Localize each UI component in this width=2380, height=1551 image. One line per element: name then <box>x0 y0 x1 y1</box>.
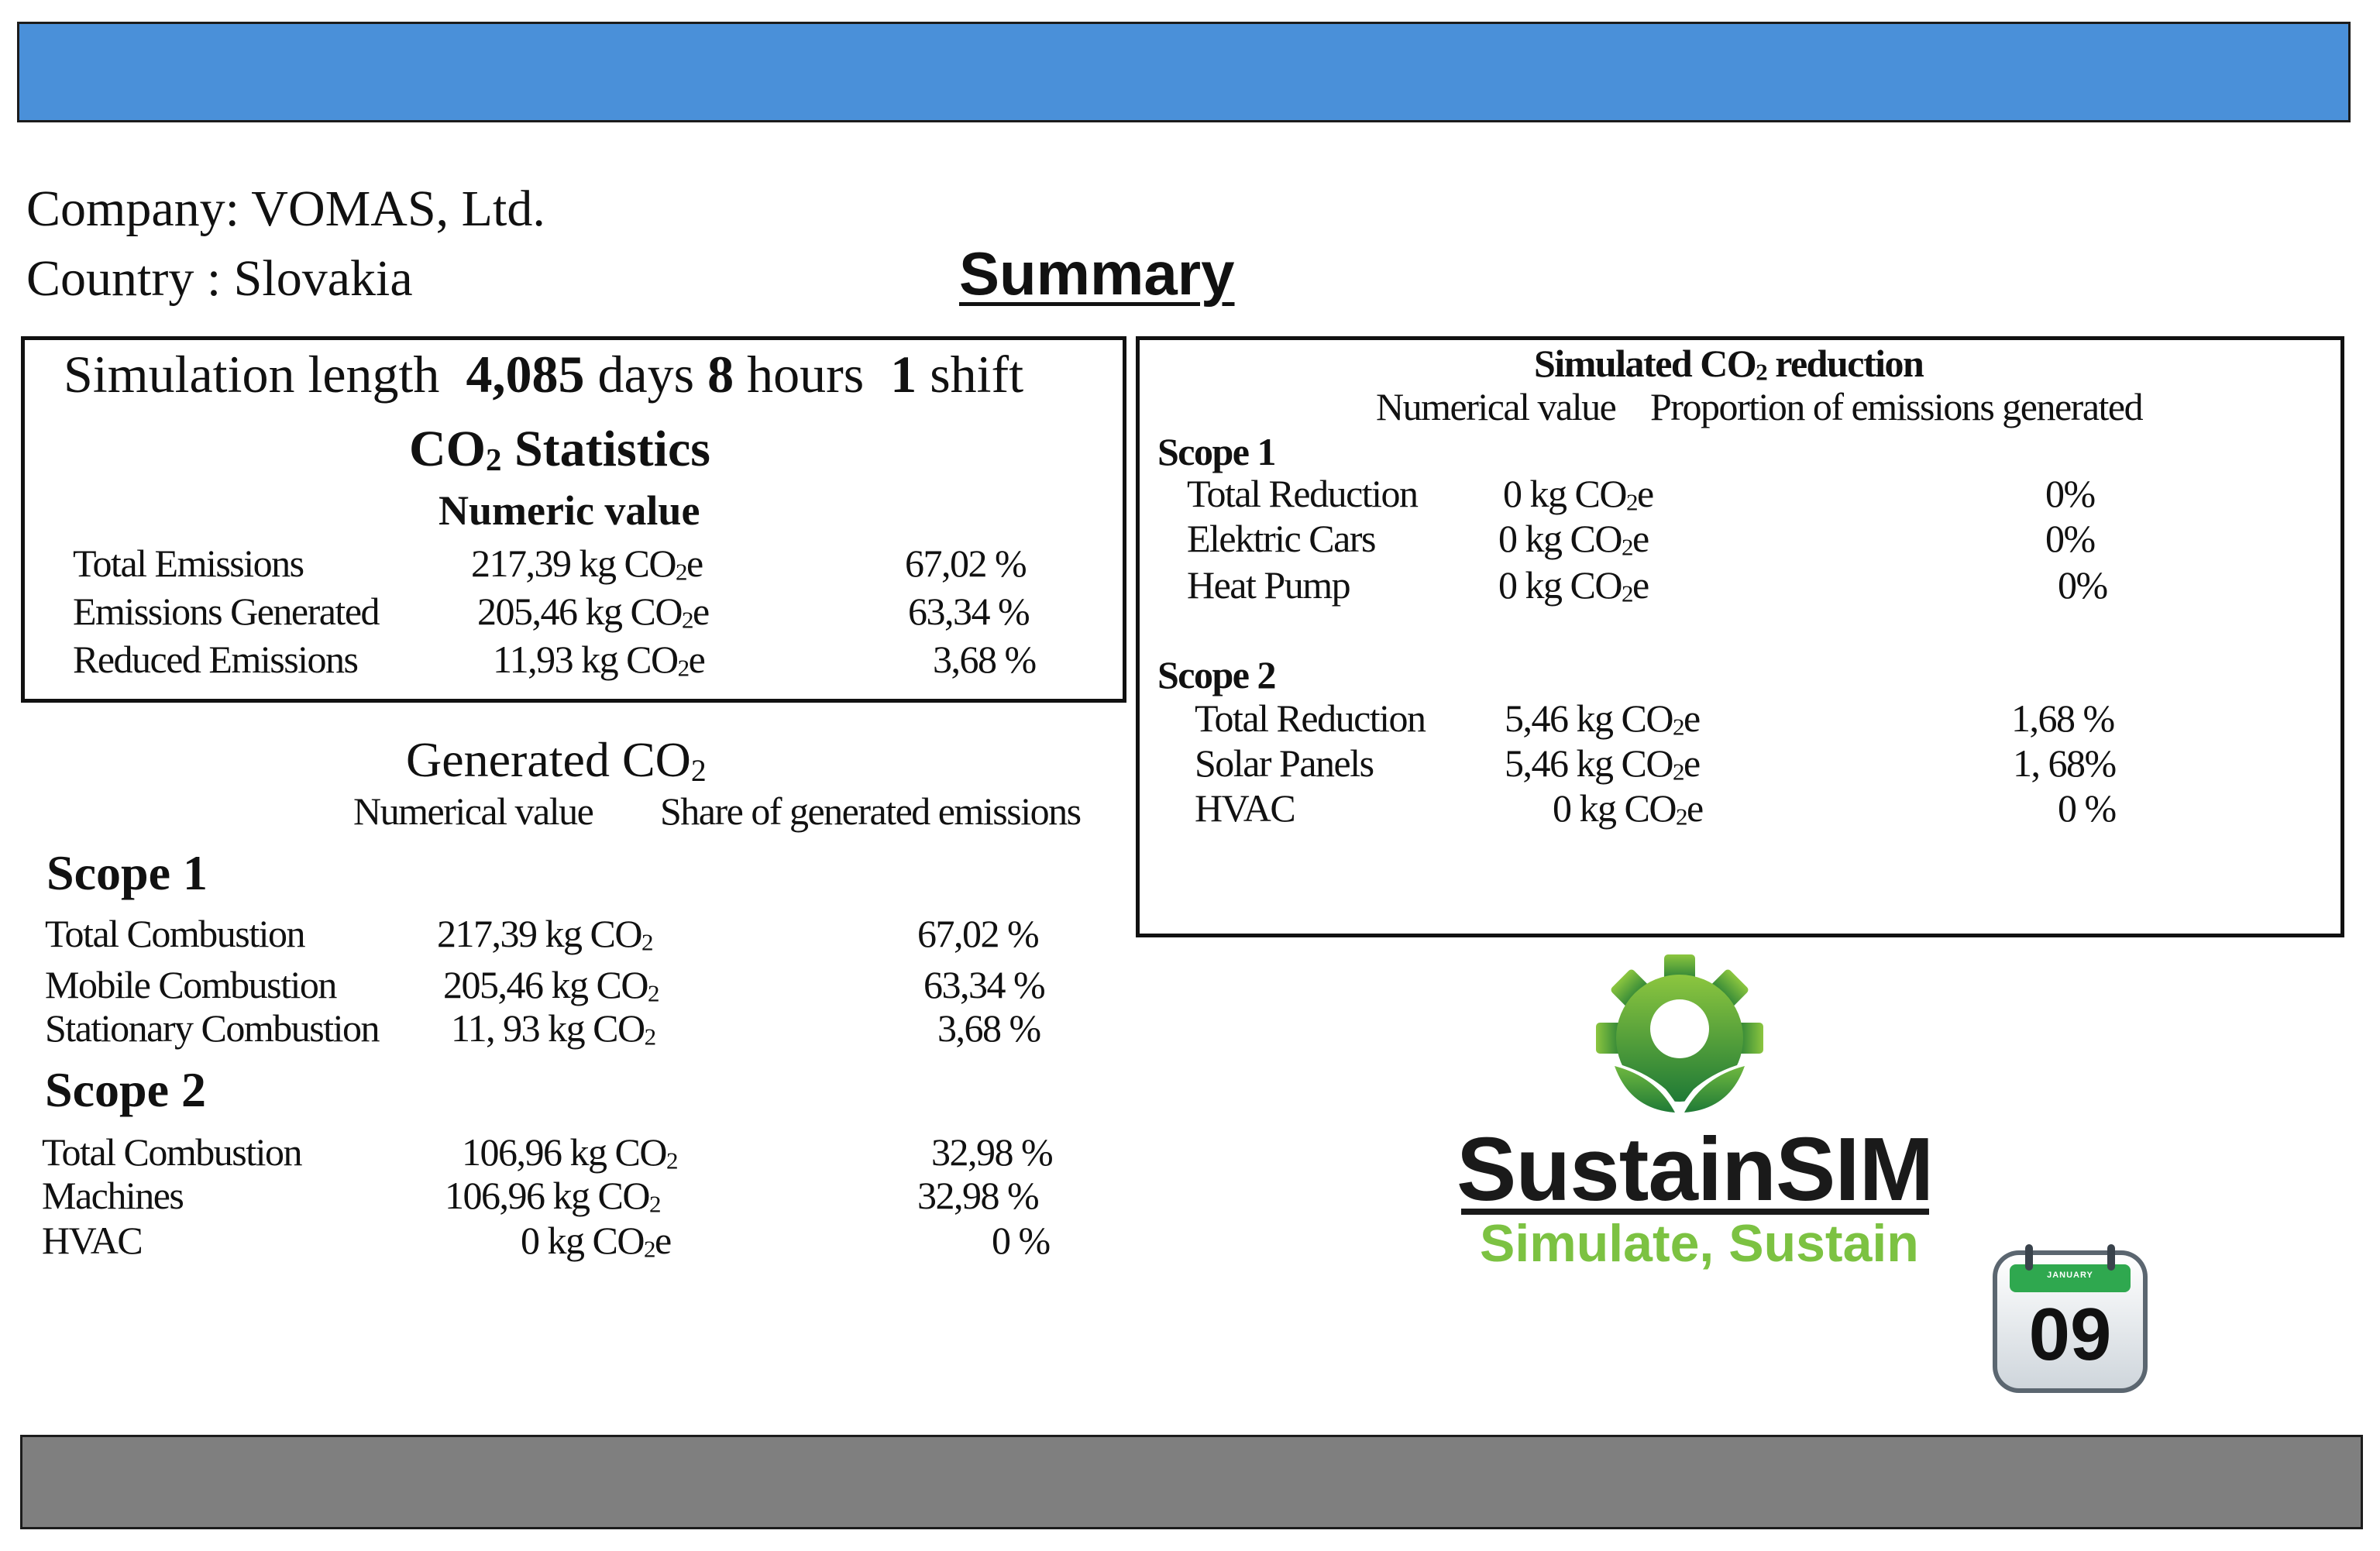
co2-statistics-row-value: 11,93 kg CO2e <box>493 638 706 682</box>
gear-leaf-icon <box>1596 954 1763 1114</box>
generated-scope2-row-label: HVAC <box>42 1219 143 1262</box>
reduction-scope2-row-percent: 0 % <box>2058 786 2117 830</box>
co2-statistics-row-label: Reduced Emissions <box>73 638 359 681</box>
generated-scope1-title: Scope 1 <box>46 845 208 900</box>
co2-statistics-title: CO2 Statistics <box>409 421 710 478</box>
reduction-scope2-row-label: HVAC <box>1195 786 1296 830</box>
header-bar <box>17 22 2351 122</box>
generated-scope1-row-value: 11, 93 kg CO2 <box>451 1006 656 1051</box>
footer-bar <box>20 1435 2363 1529</box>
generated-col-share-header: Share of generated emissions <box>660 789 1082 833</box>
reduction-scope2-row-label: Solar Panels <box>1195 741 1374 785</box>
co2-statistics-row-value: 205,46 kg CO2e <box>477 590 710 634</box>
generated-scope2-row-value: 0 kg CO2e <box>521 1219 672 1263</box>
reduction-scope1-row-percent: 0% <box>2058 563 2108 607</box>
generated-scope1-row-value: 205,46 kg CO2 <box>443 963 659 1007</box>
simulation-length: Simulation length 4,085 days 8 hours 1 s… <box>64 344 1023 405</box>
generated-scope2-title: Scope 2 <box>45 1062 206 1117</box>
reduction-scope1-row-value: 0 kg CO2e <box>1503 472 1654 516</box>
generated-col-value-header: Numerical value <box>353 789 594 833</box>
simulation-hours-value: 8 <box>707 345 734 404</box>
generated-scope2-row-percent: 0 % <box>992 1219 1051 1262</box>
generated-scope1-row-percent: 63,34 % <box>923 963 1046 1006</box>
generated-scope1-row-label: Total Combustion <box>45 912 306 955</box>
co2-statistics-row-value: 217,39 kg CO2e <box>471 542 703 586</box>
logo-underline <box>1461 1209 1929 1215</box>
generated-scope1-row-label: Stationary Combustion <box>45 1006 380 1050</box>
logo-name: SustainSIM <box>1457 1119 1934 1219</box>
sustainsim-logo: SustainSIM Simulate, Sustain <box>1457 954 1937 1280</box>
reduction-scope1-title: Scope 1 <box>1157 430 1277 473</box>
co2-statistics-row-label: Emissions Generated <box>73 590 380 633</box>
reduction-scope1-row-label: Heat Pump <box>1187 563 1351 607</box>
co2-statistics-row-percent: 67,02 % <box>905 542 1027 585</box>
reduction-scope2-row-label: Total Reduction <box>1195 696 1426 740</box>
company-label: Company: VOMAS, Ltd. <box>26 181 545 237</box>
generated-co2-title: Generated CO2 <box>406 732 707 788</box>
generated-scope2-row-percent: 32,98 % <box>917 1174 1040 1217</box>
reduction-title: Simulated CO2 reduction <box>1534 342 1924 386</box>
simulation-shift-value: 1 <box>890 345 917 404</box>
reduction-scope2-row-value: 5,46 kg CO2e <box>1505 741 1701 786</box>
reduction-scope2-row-percent: 1,68 % <box>2011 696 2115 740</box>
simulation-days-unit: days <box>597 345 695 404</box>
generated-scope1-row-value: 217,39 kg CO2 <box>437 912 653 956</box>
simulation-length-label: Simulation length <box>64 345 440 404</box>
simulation-shift-unit: shift <box>930 345 1024 404</box>
logo-tagline: Simulate, Sustain <box>1480 1214 1919 1273</box>
numeric-value-header: Numeric value <box>439 487 700 534</box>
simulation-hours-unit: hours <box>747 345 865 404</box>
reduction-scope1-row-label: Elektric Cars <box>1187 517 1376 560</box>
calendar-day: 09 <box>2028 1293 2112 1376</box>
reduction-scope2-row-value: 0 kg CO2e <box>1553 786 1704 831</box>
generated-scope1-row-percent: 3,68 % <box>937 1006 1041 1050</box>
generated-scope2-row-percent: 32,98 % <box>931 1130 1054 1174</box>
generated-scope1-row-percent: 67,02 % <box>917 912 1040 955</box>
co2-statistics-row-label: Total Emissions <box>73 542 304 585</box>
co2-reduction-panel <box>1136 336 2344 937</box>
reduction-scope2-title: Scope 2 <box>1157 653 1277 696</box>
reduction-col-value-header: Numerical value <box>1376 385 1617 428</box>
generated-scope1-row-label: Mobile Combustion <box>45 963 337 1006</box>
reduction-scope2-row-value: 5,46 kg CO2e <box>1505 696 1701 741</box>
calendar-month: JANUARY <box>2047 1271 2093 1280</box>
country-label: Country : Slovakia <box>26 250 413 307</box>
simulation-days-value: 4,085 <box>466 345 585 404</box>
calendar-icon[interactable]: JANUARY 09 <box>1988 1243 2152 1398</box>
reduction-col-prop-header: Proportion of emissions generated <box>1650 385 2144 428</box>
reduction-scope1-row-percent: 0% <box>2045 472 2096 515</box>
co2-statistics-row-percent: 3,68 % <box>933 638 1037 681</box>
reduction-scope2-row-percent: 1, 68% <box>2013 741 2117 785</box>
generated-scope2-row-label: Total Combustion <box>42 1130 303 1174</box>
page-title: Summary <box>959 239 1235 308</box>
generated-scope2-row-value: 106,96 kg CO2 <box>445 1174 661 1218</box>
co2-statistics-panel <box>21 336 1126 703</box>
co2-statistics-row-percent: 63,34 % <box>908 590 1030 633</box>
generated-scope2-row-label: Machines <box>42 1174 184 1217</box>
reduction-scope1-row-value: 0 kg CO2e <box>1498 517 1649 561</box>
reduction-scope1-row-percent: 0% <box>2045 517 2096 560</box>
reduction-scope1-row-label: Total Reduction <box>1187 472 1419 515</box>
generated-scope2-row-value: 106,96 kg CO2 <box>462 1130 678 1174</box>
reduction-scope1-row-value: 0 kg CO2e <box>1498 563 1649 607</box>
